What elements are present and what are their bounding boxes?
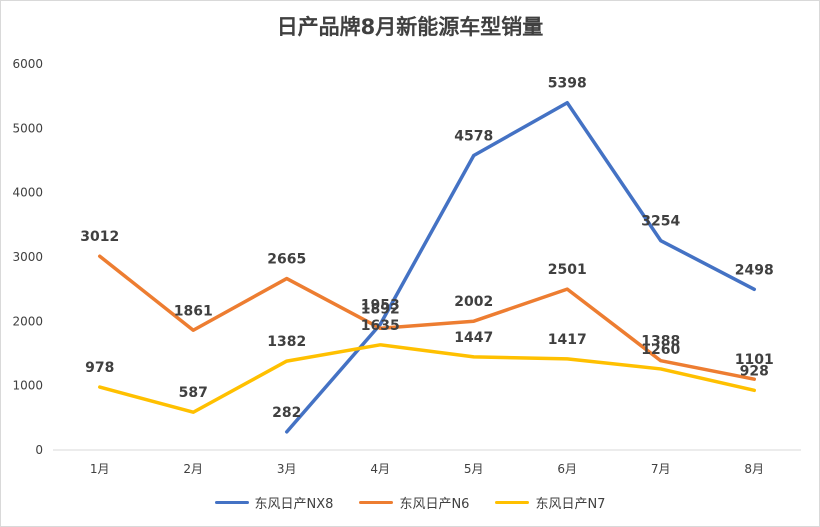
data-label: 2498 <box>735 262 774 278</box>
data-label: 1260 <box>641 342 680 358</box>
data-label: 2002 <box>454 294 493 310</box>
legend-label: 东风日产N6 <box>399 497 470 512</box>
legend-swatch <box>495 501 530 504</box>
data-label: 978 <box>85 360 114 376</box>
x-tick-label: 6月 <box>557 462 577 476</box>
legend: 东风日产NX8 东风日产N6 东风日产N7 <box>1 493 819 512</box>
data-label: 587 <box>179 385 208 401</box>
data-label: 3254 <box>641 214 680 230</box>
data-label: 1861 <box>174 303 213 319</box>
data-label: 1382 <box>267 334 306 350</box>
y-tick-label: 0 <box>35 443 43 457</box>
x-tick-label: 3月 <box>277 462 297 476</box>
legend-item: 东风日产NX8 <box>214 493 334 512</box>
y-tick-label: 1000 <box>12 379 43 393</box>
data-label: 1388 <box>641 334 680 350</box>
data-label: 1101 <box>735 352 774 368</box>
chart-title: 日产品牌8月新能源车型销量 <box>276 15 544 39</box>
x-tick-label: 2月 <box>183 462 203 476</box>
data-label: 2501 <box>548 262 587 278</box>
data-label: 282 <box>272 405 301 421</box>
legend-label: 东风日产N7 <box>535 497 606 512</box>
data-label: 1417 <box>548 332 587 348</box>
data-label: 1953 <box>361 297 400 313</box>
data-label: 1892 <box>361 301 400 317</box>
x-tick-label: 8月 <box>744 462 764 476</box>
data-label: 3012 <box>80 229 119 245</box>
legend-swatch <box>214 501 249 504</box>
data-label: 1635 <box>361 318 400 334</box>
series-line-2 <box>98 254 756 381</box>
series-line-1 <box>285 100 756 434</box>
data-label: 4578 <box>454 128 493 144</box>
data-label: 1447 <box>454 330 493 346</box>
legend-label: 东风日产NX8 <box>254 497 334 512</box>
y-tick-label: 5000 <box>12 121 43 135</box>
data-label: 5398 <box>548 76 587 92</box>
legend-item: 东风日产N6 <box>359 493 469 512</box>
y-tick-label: 6000 <box>12 57 43 71</box>
y-tick-label: 2000 <box>12 314 43 328</box>
x-tick-label: 7月 <box>651 462 671 476</box>
x-tick-label: 1月 <box>90 462 110 476</box>
y-tick-label: 3000 <box>12 250 43 264</box>
y-tick-label: 4000 <box>12 186 43 200</box>
legend-item: 东风日产N7 <box>495 493 605 512</box>
series-line-3 <box>98 343 756 414</box>
x-tick-label: 5月 <box>464 462 484 476</box>
legend-swatch <box>359 501 394 504</box>
data-label: 2665 <box>267 252 306 268</box>
data-label: 928 <box>740 363 769 379</box>
x-tick-label: 4月 <box>370 462 390 476</box>
